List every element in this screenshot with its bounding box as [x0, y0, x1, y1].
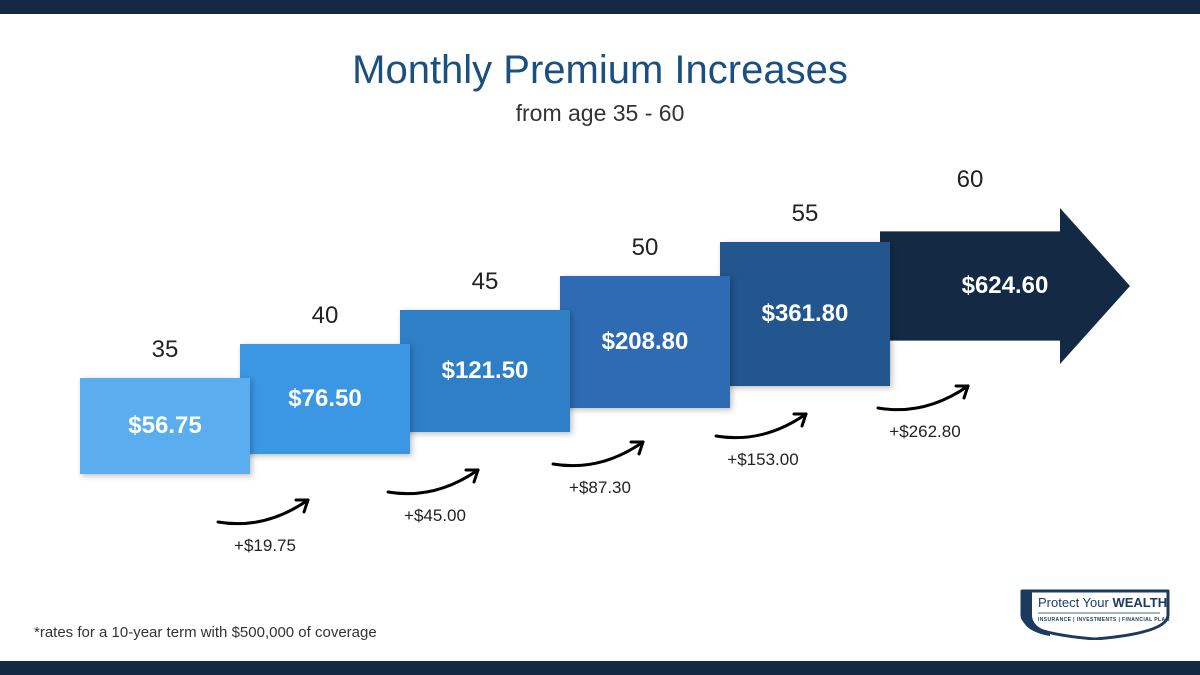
step-box: $76.50: [240, 344, 410, 454]
delta-label: +$45.00: [380, 506, 490, 526]
step-box: $361.80: [720, 242, 890, 386]
step-age-label: 60: [880, 166, 1060, 194]
step-50: 50$208.80: [560, 276, 730, 408]
logo-line1-bold: WEALTH: [1112, 595, 1167, 610]
frame-bar-bottom: [0, 661, 1200, 675]
shield-icon: Protect Your WEALTH INSURANCE | INVESTME…: [1020, 585, 1170, 640]
delta-label: +$262.80: [870, 422, 980, 442]
increase-arrow-icon: [545, 432, 655, 472]
increase-arrow-icon: [708, 404, 818, 444]
page-subtitle: from age 35 - 60: [0, 100, 1200, 127]
step-age-label: 45: [400, 268, 570, 296]
step-box: $208.80: [560, 276, 730, 408]
step-box: $121.50: [400, 310, 570, 432]
step-age-label: 35: [80, 336, 250, 364]
delta: +$45.00: [380, 460, 490, 526]
step-value: $56.75: [128, 412, 201, 440]
step-box: $56.75: [80, 378, 250, 474]
page-title: Monthly Premium Increases: [0, 48, 1200, 93]
footnote: *rates for a 10-year term with $500,000 …: [34, 624, 377, 641]
step-35: 35$56.75: [80, 378, 250, 474]
svg-text:Protect Your WEALTH: Protect Your WEALTH: [1038, 595, 1167, 610]
step-60: 60$624.60: [880, 208, 1130, 364]
step-40: 40$76.50: [240, 344, 410, 454]
delta: +$87.30: [545, 432, 655, 498]
delta-label: +$19.75: [210, 536, 320, 556]
logo-line2: INSURANCE | INVESTMENTS | FINANCIAL PLAN…: [1038, 617, 1170, 623]
step-45: 45$121.50: [400, 310, 570, 432]
logo-line1-light: Protect Your: [1038, 595, 1112, 610]
step-value: $624.60: [962, 272, 1049, 300]
increase-arrow-icon: [210, 490, 320, 530]
delta-label: +$87.30: [545, 478, 655, 498]
brand-logo: Protect Your WEALTH INSURANCE | INVESTME…: [1020, 585, 1170, 645]
step-value: $76.50: [288, 385, 361, 413]
step-value: $361.80: [762, 300, 849, 328]
step-age-label: 50: [560, 234, 730, 262]
increase-arrow-icon: [380, 460, 490, 500]
step-value: $121.50: [442, 357, 529, 385]
frame: Monthly Premium Increases from age 35 - …: [0, 0, 1200, 675]
step-value: $208.80: [602, 328, 689, 356]
step-55: 55$361.80: [720, 242, 890, 386]
delta: +$19.75: [210, 490, 320, 556]
step-age-label: 40: [240, 302, 410, 330]
frame-bar-top: [0, 0, 1200, 14]
delta-label: +$153.00: [708, 450, 818, 470]
step-box: $624.60: [880, 208, 1130, 364]
step-age-label: 55: [720, 200, 890, 228]
delta: +$153.00: [708, 404, 818, 470]
